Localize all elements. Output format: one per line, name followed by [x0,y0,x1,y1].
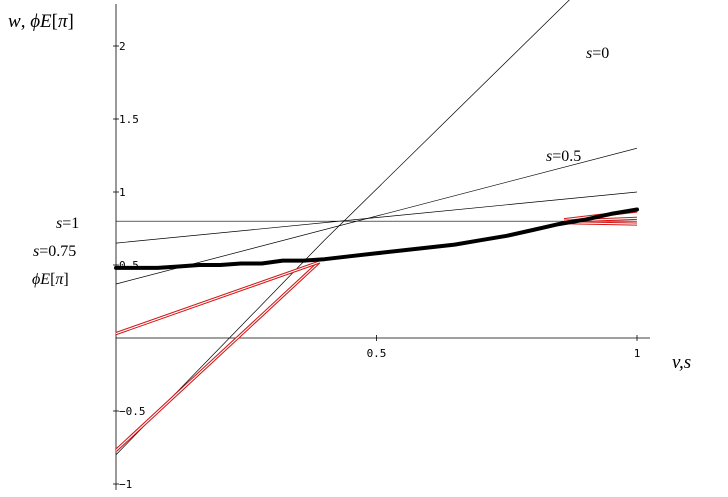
line-label-s05: s=0.5 [546,148,581,165]
x-tick-label: 0.5 [367,347,387,360]
chart-labels: w, ϕE[π] v,s s=0 s=0.5 s=1 s=0.75 ϕE[π] [8,11,691,373]
y-tick-label: −1 [119,478,132,491]
series-red-mid-gap [115,261,320,335]
series-red-low-gap [115,261,320,451]
y-axis-label: w, ϕE[π] [8,11,74,32]
y-tick-label: 1.5 [119,113,139,126]
y-tick-label: 2 [119,40,126,53]
line-label-s0: s=0 [586,45,609,62]
series-s=0.5-line [115,147,638,285]
x-axis-label: v,s [672,352,691,373]
series-s=0.75-line [115,191,638,244]
line-label-s075: s=0.75 [33,243,76,260]
y-tick-label: 1 [119,186,126,199]
series-s=0-line [115,0,570,456]
chart-axes [115,4,650,490]
y-tick-label: 0.5 [119,259,139,272]
y-tick-label: −0.5 [119,405,146,418]
chart-series [114,0,639,456]
line-label-s1: s=1 [56,215,79,232]
series-phiE-line [114,207,639,270]
x-tick-label: 1 [634,347,641,360]
line-label-phiE: ϕE[π] [32,271,69,288]
